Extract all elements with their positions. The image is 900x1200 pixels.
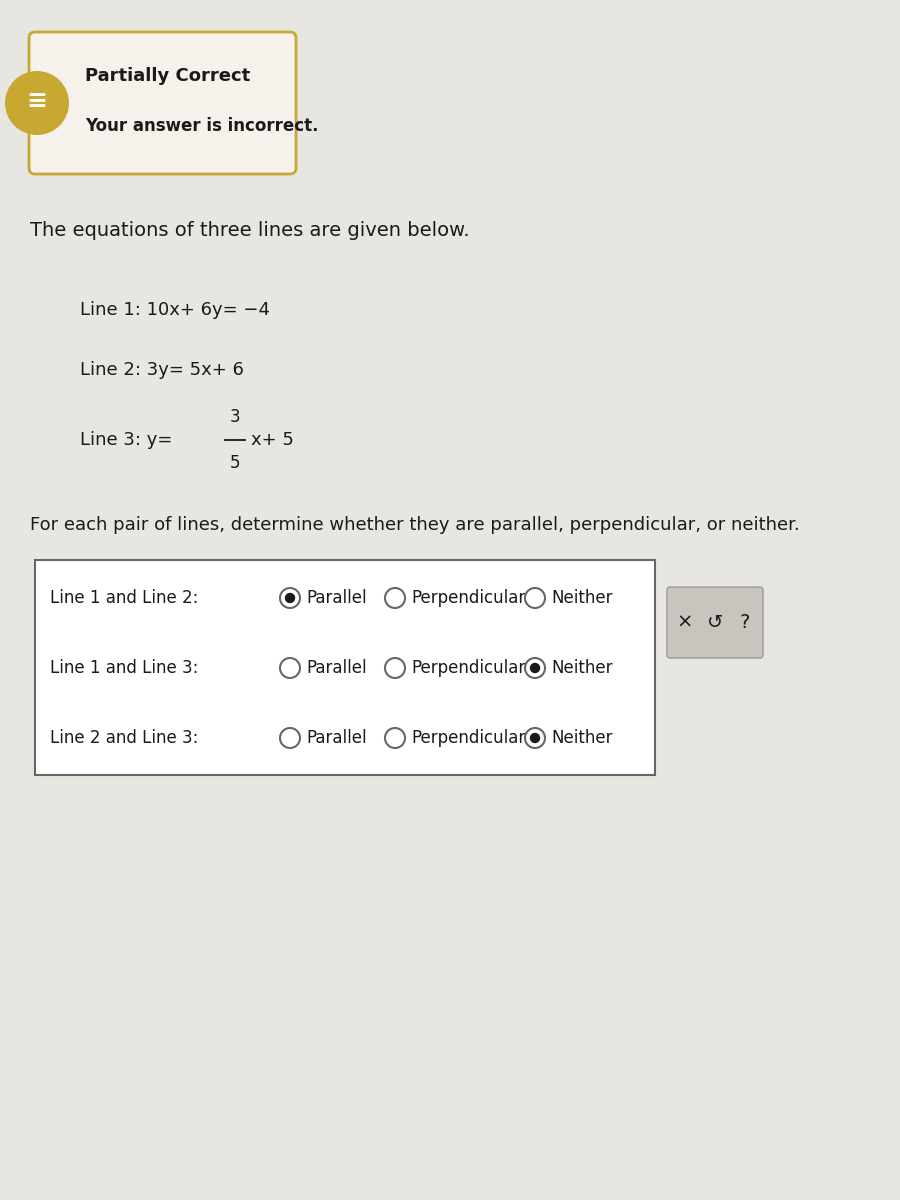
Circle shape	[525, 588, 545, 608]
Circle shape	[280, 728, 300, 748]
Text: Perpendicular: Perpendicular	[411, 728, 526, 746]
FancyBboxPatch shape	[667, 587, 763, 658]
Circle shape	[525, 728, 545, 748]
Text: Parallel: Parallel	[306, 589, 366, 607]
Text: 3: 3	[230, 408, 240, 426]
Circle shape	[284, 593, 295, 604]
Text: Neither: Neither	[551, 589, 613, 607]
Text: Your answer is incorrect.: Your answer is incorrect.	[85, 116, 319, 134]
Text: Line 2: 3y= 5x+ 6: Line 2: 3y= 5x+ 6	[80, 361, 244, 379]
FancyBboxPatch shape	[35, 560, 655, 775]
Text: ×: ×	[677, 613, 693, 632]
FancyBboxPatch shape	[29, 32, 296, 174]
Circle shape	[525, 658, 545, 678]
Circle shape	[5, 71, 69, 134]
Text: The equations of three lines are given below.: The equations of three lines are given b…	[30, 221, 470, 240]
Text: Neither: Neither	[551, 728, 613, 746]
Circle shape	[385, 588, 405, 608]
Text: ≡: ≡	[26, 89, 48, 113]
Text: 5: 5	[230, 454, 240, 472]
Text: Perpendicular: Perpendicular	[411, 589, 526, 607]
Circle shape	[280, 658, 300, 678]
Circle shape	[280, 588, 300, 608]
Text: Line 1 and Line 3:: Line 1 and Line 3:	[50, 659, 198, 677]
Circle shape	[530, 662, 540, 673]
Text: Partially Correct: Partially Correct	[85, 67, 250, 85]
Text: Perpendicular: Perpendicular	[411, 659, 526, 677]
Text: Line 1: 10x+ 6y= −4: Line 1: 10x+ 6y= −4	[80, 301, 270, 319]
Text: Neither: Neither	[551, 659, 613, 677]
Text: Parallel: Parallel	[306, 728, 366, 746]
Text: Line 3: y=: Line 3: y=	[80, 431, 178, 449]
Text: ?: ?	[740, 613, 751, 632]
Text: Parallel: Parallel	[306, 659, 366, 677]
Circle shape	[530, 733, 540, 743]
Text: Line 1 and Line 2:: Line 1 and Line 2:	[50, 589, 198, 607]
Circle shape	[385, 658, 405, 678]
Text: For each pair of lines, determine whether they are parallel, perpendicular, or n: For each pair of lines, determine whethe…	[30, 516, 800, 534]
Text: ↺: ↺	[706, 613, 724, 632]
Circle shape	[385, 728, 405, 748]
Text: x+ 5: x+ 5	[251, 431, 294, 449]
Text: Line 2 and Line 3:: Line 2 and Line 3:	[50, 728, 198, 746]
